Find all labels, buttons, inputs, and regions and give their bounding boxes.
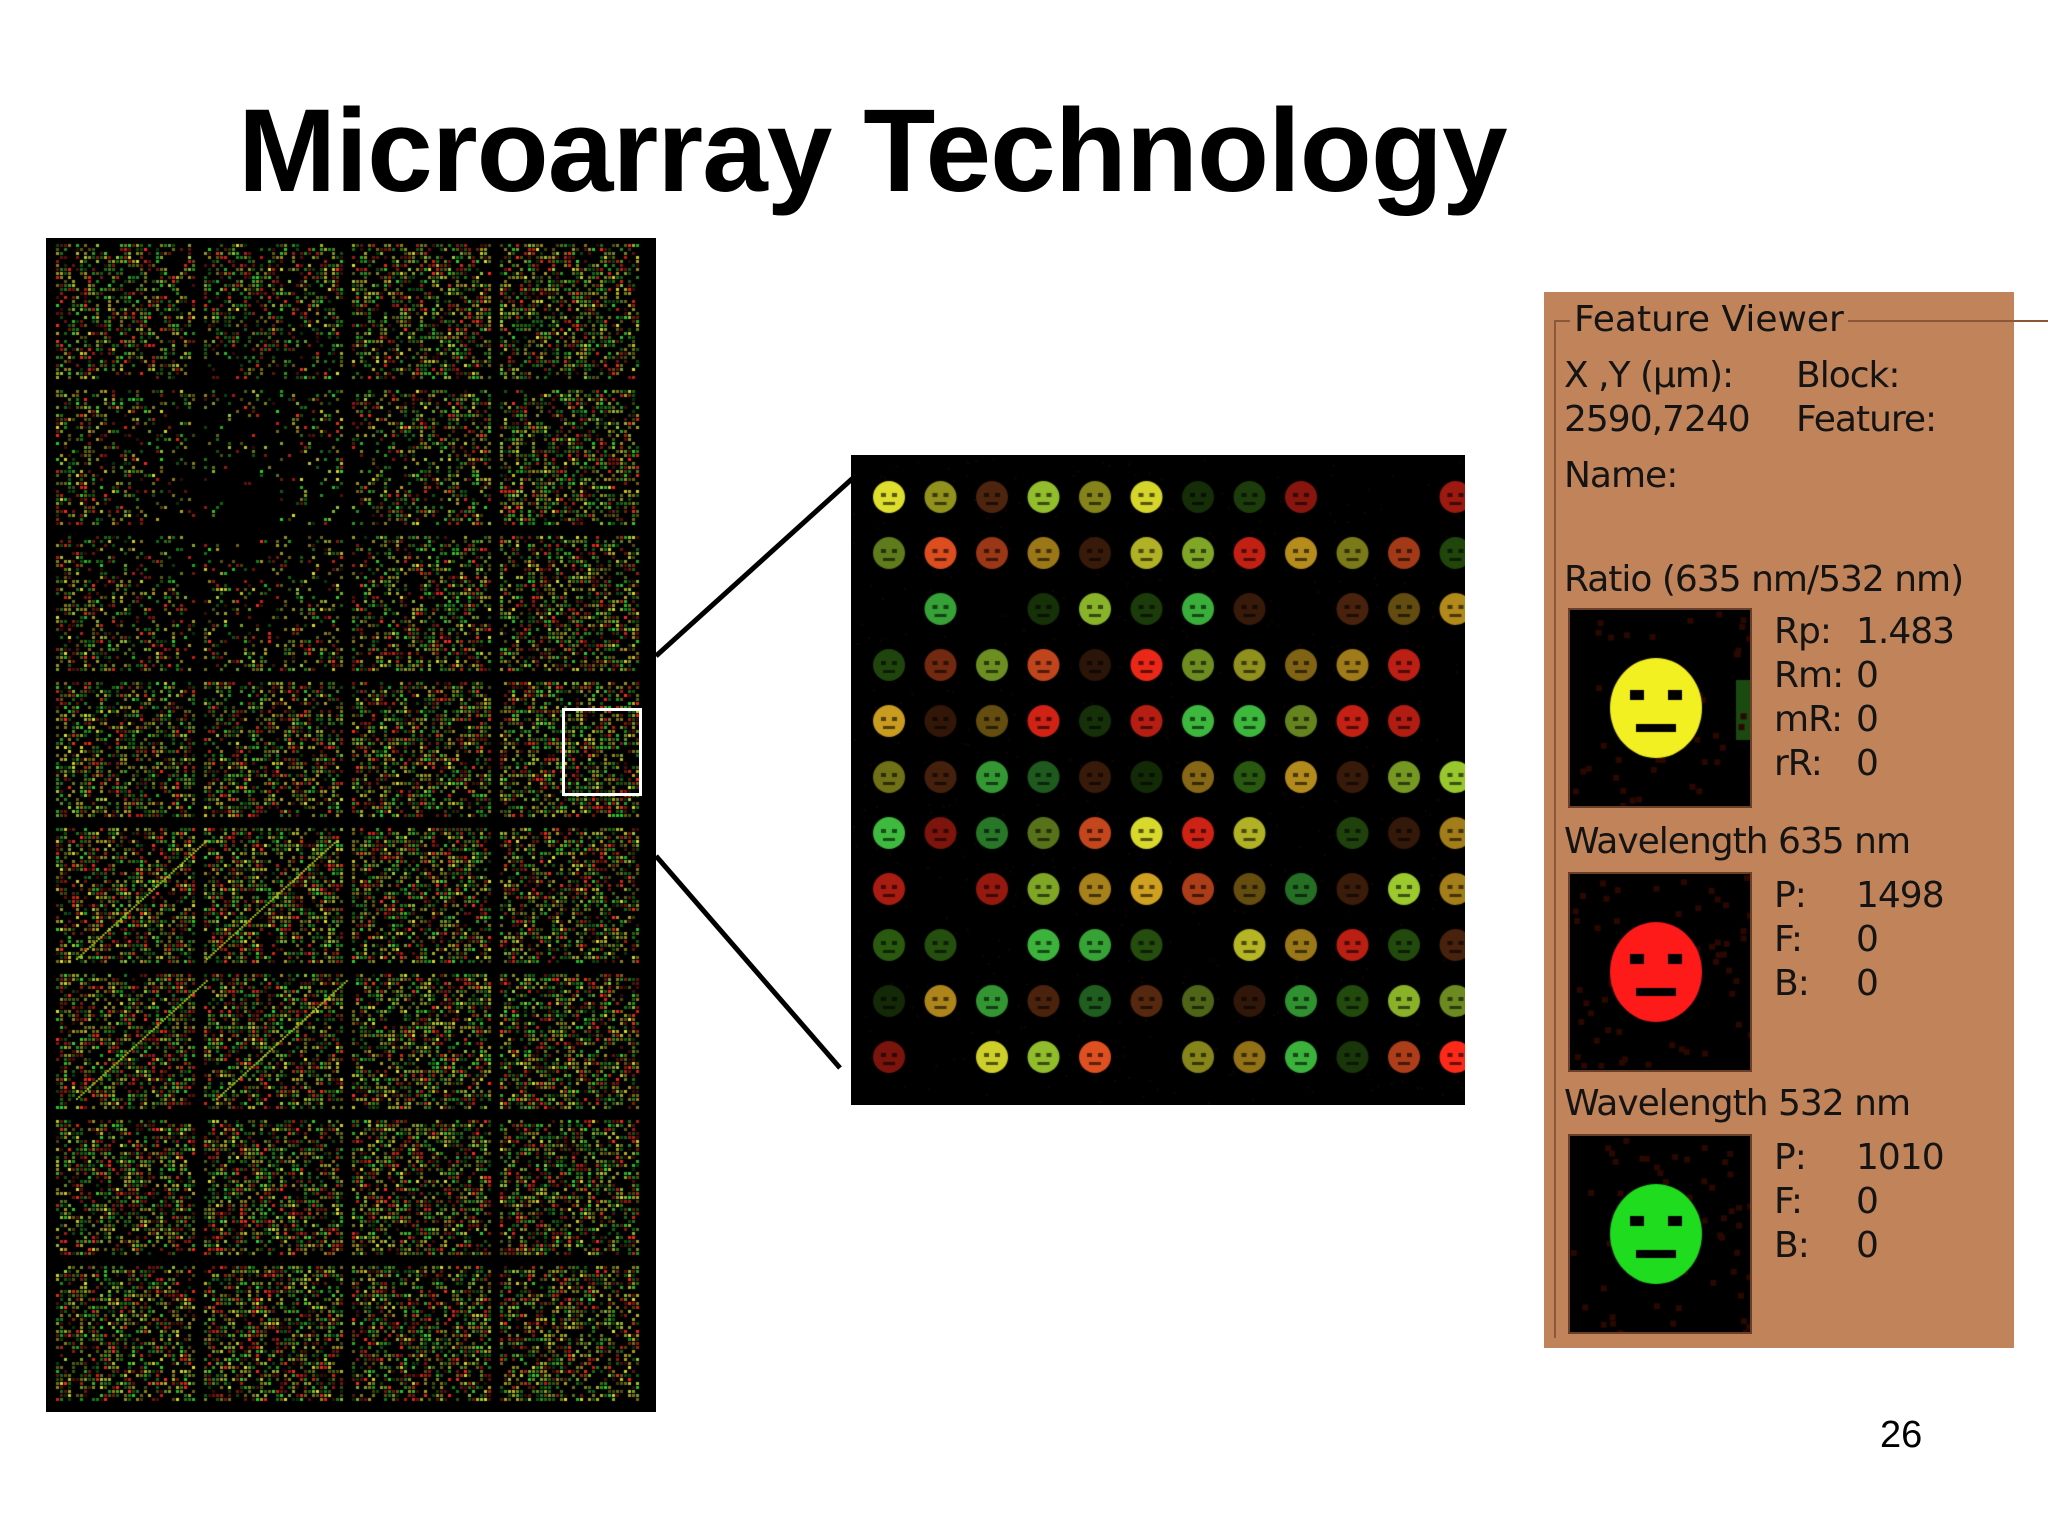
xy-value: 2590,7240 bbox=[1564, 399, 1751, 440]
w532-thumbnail bbox=[1568, 1134, 1752, 1334]
w532-b-value: 0 bbox=[1856, 1225, 1879, 1266]
zoom-line-bottom bbox=[654, 854, 842, 1070]
w635-p-value: 1498 bbox=[1856, 875, 1945, 916]
microarray-full-image bbox=[46, 238, 656, 1412]
w532-f-value: 0 bbox=[1856, 1181, 1879, 1222]
w532-p-value: 1010 bbox=[1856, 1137, 1945, 1178]
selection-box bbox=[562, 708, 642, 796]
ratio-heading: Ratio (635 nm/532 nm) bbox=[1564, 559, 1964, 600]
zoom-line-top bbox=[654, 476, 855, 658]
feature-viewer-panel: Feature Viewer X ,Y (µm): Block: 2590,72… bbox=[1544, 292, 2048, 1348]
w532-f-label: F: bbox=[1774, 1181, 1803, 1222]
name-label: Name: bbox=[1564, 455, 1678, 496]
w635-f-value: 0 bbox=[1856, 919, 1879, 960]
microarray-zoomed-image bbox=[851, 455, 1465, 1105]
ratio-thumbnail bbox=[1568, 608, 1752, 808]
w532-heading: Wavelength 532 nm bbox=[1564, 1083, 1911, 1124]
w532-b-label: B: bbox=[1774, 1225, 1810, 1266]
feature-label: Feature: bbox=[1796, 399, 1937, 440]
mr-value: 0 bbox=[1856, 699, 1879, 740]
w635-b-label: B: bbox=[1774, 963, 1810, 1004]
w635-thumbnail bbox=[1568, 872, 1752, 1072]
xy-label: X ,Y (µm): bbox=[1564, 355, 1734, 396]
w532-p-label: P: bbox=[1774, 1137, 1807, 1178]
page-number: 26 bbox=[1880, 1414, 1923, 1456]
w635-p-label: P: bbox=[1774, 875, 1807, 916]
mr-label: mR: bbox=[1774, 699, 1843, 740]
rr-value: 0 bbox=[1856, 743, 1879, 784]
slide-title: Microarray Technology bbox=[238, 85, 1508, 217]
rm-value: 0 bbox=[1856, 655, 1879, 696]
w635-f-label: F: bbox=[1774, 919, 1803, 960]
rp-label: Rp: bbox=[1774, 611, 1832, 652]
rr-label: rR: bbox=[1774, 743, 1823, 784]
rp-value: 1.483 bbox=[1856, 611, 1955, 652]
w635-b-value: 0 bbox=[1856, 963, 1879, 1004]
w635-heading: Wavelength 635 nm bbox=[1564, 821, 1911, 862]
feature-viewer-title: Feature Viewer bbox=[1570, 300, 1848, 340]
block-label: Block: bbox=[1796, 355, 1900, 396]
rm-label: Rm: bbox=[1774, 655, 1844, 696]
